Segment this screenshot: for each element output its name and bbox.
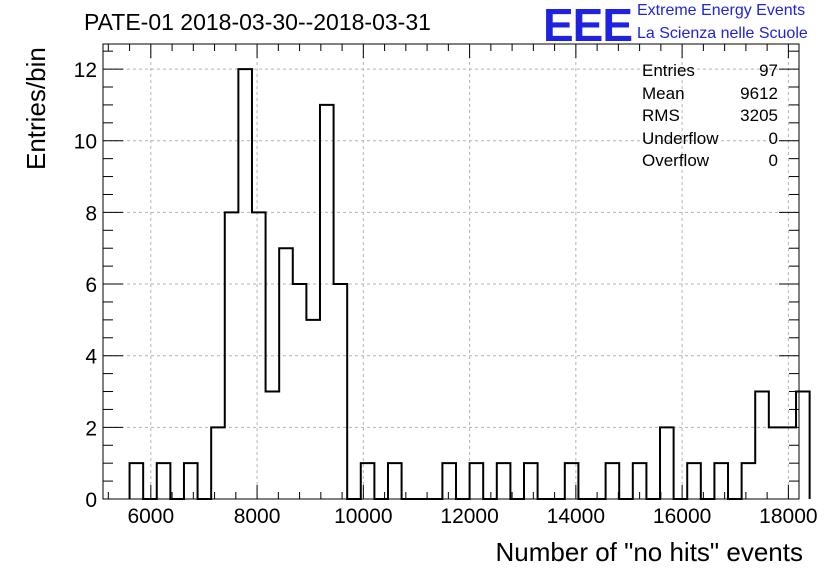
stat-row-mean: Mean 9612 bbox=[642, 83, 778, 106]
histogram-series-line bbox=[128, 68, 811, 500]
stat-label: Entries bbox=[642, 61, 695, 80]
y-tick-label: 2 bbox=[85, 417, 97, 440]
eee-logo: EEE bbox=[543, 0, 633, 51]
y-tick-label: 4 bbox=[85, 346, 97, 369]
stat-value: 97 bbox=[759, 61, 778, 80]
x-axis-label: Number of "no hits" events bbox=[495, 537, 804, 567]
grid-lines bbox=[103, 44, 799, 499]
chart-title: PATE-01 2018-03-30--2018-03-31 bbox=[84, 9, 431, 35]
stat-label: Mean bbox=[642, 83, 685, 103]
y-tick-label: 10 bbox=[74, 131, 97, 154]
stat-label: Overflow bbox=[642, 151, 710, 170]
logo-subtitle-line1: Extreme Energy Events bbox=[637, 2, 806, 19]
stat-value: 0 bbox=[768, 128, 778, 148]
x-tick-label: 8000 bbox=[234, 505, 281, 528]
stat-value: 0 bbox=[768, 151, 778, 170]
stats-box: Entries 97 Mean 9612 RMS 3205 Underflow … bbox=[642, 60, 778, 173]
stat-label: RMS bbox=[642, 106, 680, 125]
x-tick-label: 10000 bbox=[334, 505, 392, 528]
y-tick-label: 8 bbox=[85, 202, 97, 225]
stat-label: Underflow bbox=[642, 128, 719, 148]
x-tick-label: 12000 bbox=[440, 505, 498, 528]
y-axis-label: Entries/bin bbox=[21, 47, 51, 170]
logo-subtitle-line2: La Scienza nelle Scuole bbox=[637, 25, 808, 42]
stat-value: 3205 bbox=[740, 106, 778, 125]
y-tick-label: 12 bbox=[74, 59, 97, 82]
stat-row-entries: Entries 97 bbox=[642, 60, 778, 83]
x-tick-label: 18000 bbox=[759, 505, 817, 528]
tick-labels: 6000 8000 10000 12000 14000 16000 18000 0 2 4 6 8 10… bbox=[74, 59, 818, 528]
y-tick-label: 0 bbox=[85, 489, 97, 512]
plot-frame bbox=[102, 43, 800, 500]
stat-value: 9612 bbox=[740, 83, 778, 103]
stat-row-underflow: Underflow 0 bbox=[642, 128, 778, 151]
stat-row-rms: RMS 3205 bbox=[642, 105, 778, 128]
y-tick-label: 6 bbox=[85, 274, 97, 297]
x-tick-label: 14000 bbox=[547, 505, 605, 528]
x-tick-label: 16000 bbox=[653, 505, 711, 528]
stat-row-overflow: Overflow 0 bbox=[642, 150, 778, 173]
x-tick-label: 6000 bbox=[127, 505, 174, 528]
